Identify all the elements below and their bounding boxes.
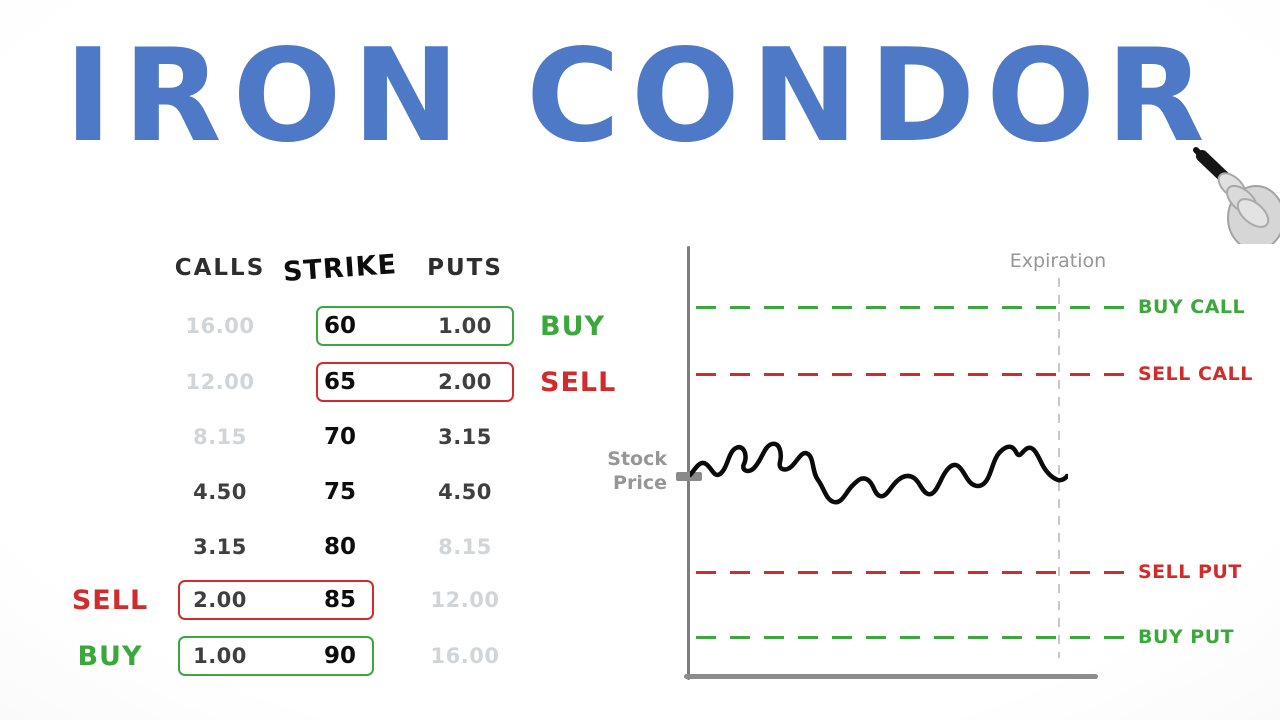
option-row-75: 4.50 75 4.50: [60, 472, 700, 512]
buy-call-level-line: [696, 306, 1128, 309]
option-row-70: 8.15 70 3.15: [60, 417, 700, 457]
strike-cell: 90: [323, 643, 356, 669]
sell-put-highlight-box: [316, 362, 514, 402]
puts-cell: 4.50: [438, 480, 492, 504]
stock-price-squiggle: [690, 441, 1068, 505]
option-row-60: 16.00 60 1.00 BUY: [60, 306, 700, 346]
calls-cell: 16.00: [185, 314, 255, 338]
sell-call-level-label: SELL CALL: [1138, 363, 1253, 385]
stock-price-label: Stock Price: [607, 448, 667, 494]
option-row-65: 12.00 65 2.00 SELL: [60, 362, 700, 402]
table-header-puts: PUTS: [427, 255, 503, 281]
option-row-85: SELL 2.00 85 12.00: [60, 580, 700, 620]
strike-cell: 85: [323, 587, 356, 613]
table-header-strike: STRIKE: [282, 248, 398, 288]
strike-cell: 65: [323, 369, 356, 395]
x-axis-line: [684, 674, 1098, 679]
sell-put-level-line: [696, 571, 1128, 574]
buy-call-highlight-box: [178, 636, 374, 676]
strike-cell: 60: [323, 313, 356, 339]
buy-call-level-label: BUY CALL: [1138, 296, 1246, 318]
option-row-90: BUY 1.00 90 16.00: [60, 636, 700, 676]
table-header-calls: CALLS: [174, 255, 266, 281]
strike-cell: 75: [323, 479, 356, 505]
buy-put-highlight-box: [316, 306, 514, 346]
puts-cell: 1.00: [438, 314, 492, 338]
puts-cell: 8.15: [438, 535, 492, 559]
buy-put-level-label: BUY PUT: [1138, 626, 1235, 648]
calls-cell: 12.00: [185, 370, 255, 394]
page-title: IRON CONDOR: [64, 22, 1216, 171]
sell-call-highlight-box: [178, 580, 374, 620]
expiration-label: Expiration: [1009, 250, 1107, 272]
calls-cell: 1.00: [193, 644, 247, 668]
puts-cell: 2.00: [438, 370, 492, 394]
option-row-80: 3.15 80 8.15: [60, 527, 700, 567]
action-label-sell-call: SELL: [71, 584, 149, 616]
hand-with-marker-illustration: [1193, 147, 1280, 244]
puts-cell: 3.15: [438, 425, 492, 449]
puts-cell: 16.00: [430, 644, 500, 668]
calls-cell: 8.15: [193, 425, 247, 449]
strike-cell: 80: [323, 534, 356, 560]
calls-cell: 4.50: [193, 480, 247, 504]
stock-price-tick: [676, 472, 702, 481]
y-axis-line: [687, 246, 690, 680]
table-header-row: CALLS STRIKE PUTS: [60, 246, 700, 290]
calls-cell: 2.00: [193, 588, 247, 612]
action-label-sell-put: SELL: [540, 366, 617, 398]
strike-cell: 70: [323, 424, 356, 450]
action-label-buy-put: BUY: [540, 310, 606, 342]
expiration-dashed-line: [1058, 278, 1060, 658]
buy-put-level-line: [696, 636, 1128, 639]
sell-put-level-label: SELL PUT: [1138, 561, 1242, 583]
puts-cell: 12.00: [430, 588, 500, 612]
sell-call-level-line: [696, 373, 1128, 376]
calls-cell: 3.15: [193, 535, 247, 559]
action-label-buy-call: BUY: [77, 640, 143, 672]
